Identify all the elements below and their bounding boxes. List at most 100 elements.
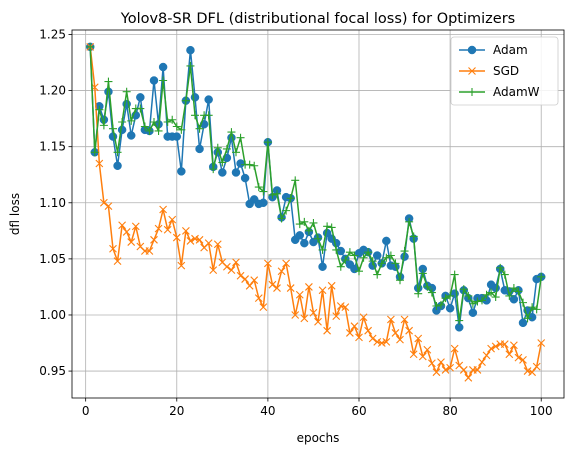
adamw-point (227, 128, 236, 137)
y-tick-label: 1.00 (39, 308, 66, 322)
sgd-point (373, 338, 382, 346)
sgd-point (95, 159, 104, 168)
plot-frame (71, 29, 565, 399)
adamw-point (482, 290, 491, 299)
sgd-point (163, 225, 172, 234)
adam-point (318, 262, 327, 271)
sgd-point (350, 322, 359, 331)
adamw-point (213, 143, 222, 152)
adamw-point (104, 77, 113, 86)
x-tick-label: 0 (82, 404, 90, 418)
adamw-point (159, 76, 168, 85)
adamw-point (204, 111, 213, 120)
adamw-point (295, 220, 304, 229)
x-tick-label: 40 (260, 404, 275, 418)
adam-point (117, 125, 127, 135)
adamw-point (487, 288, 496, 297)
adamw-line (89, 46, 542, 322)
sgd-point (209, 266, 218, 274)
sgd-point (223, 262, 231, 271)
legend-marker-adamw (468, 88, 476, 96)
x-tick-label: 20 (169, 404, 184, 418)
sgd-point (391, 329, 400, 337)
sgd-point (145, 247, 154, 255)
series-adam (85, 42, 546, 332)
legend-label-adam: Adam (493, 43, 528, 57)
adam-point (236, 159, 245, 168)
adamw-point (405, 217, 414, 226)
adamw-point (519, 298, 527, 307)
sgd-point (264, 259, 272, 268)
sgd-point (195, 235, 204, 244)
sgd-point (177, 261, 186, 270)
adamw-point (109, 124, 117, 133)
sgd-point (528, 368, 536, 377)
adamw-point (336, 262, 345, 271)
ticks: 0 20 40 60 80 100 0.95 1.00 1.05 1.10 1.15 1.20 1.25 (39, 27, 552, 418)
sgd-point (168, 215, 177, 224)
adamw-point (423, 282, 432, 291)
adamw-point (90, 148, 99, 157)
y-tick-label: 1.05 (39, 252, 66, 266)
adam-point (240, 173, 250, 183)
adam-point (295, 231, 305, 240)
y-axis-label: dfl loss (8, 193, 22, 235)
sgd-point (191, 234, 199, 243)
adamw-point (232, 148, 240, 157)
adam-point (158, 62, 168, 72)
adam-point (190, 93, 200, 102)
legend-box (450, 36, 559, 106)
series-sgd (86, 42, 546, 382)
sgd-point (150, 235, 158, 244)
adamw-point (427, 288, 436, 297)
sgd-point (245, 281, 254, 290)
adamw-point (396, 276, 404, 285)
sgd-point (409, 350, 418, 359)
adamw-point (418, 269, 427, 278)
adamw-point (113, 148, 122, 157)
sgd-point (418, 352, 427, 361)
adamw-point (496, 263, 505, 272)
x-tick-label: 100 (530, 404, 553, 418)
adamw-point (145, 126, 154, 135)
adamw-point (245, 160, 254, 169)
adamw-point (373, 270, 382, 279)
sgd-point (450, 344, 459, 353)
adamw-point (441, 294, 450, 303)
adamw-point (273, 189, 281, 198)
adamw-point (355, 267, 363, 276)
sgd-point (127, 238, 136, 246)
adamw-point (86, 42, 95, 51)
adamw-point (177, 125, 186, 134)
adam-point (136, 93, 145, 102)
adamw-point (291, 176, 300, 185)
sgd-point (359, 313, 368, 322)
adamw-point (446, 291, 455, 300)
adam-point (177, 167, 186, 176)
sgd-point (227, 266, 236, 274)
adamw-point (409, 232, 418, 241)
sgd-point (405, 326, 413, 335)
adamw-point (95, 105, 104, 114)
adamw-point (127, 116, 136, 125)
adamw-point (314, 234, 322, 243)
sgd-line (89, 46, 542, 379)
sgd-point (377, 339, 386, 347)
legend-marker-sgd (468, 67, 476, 75)
adamw-point (327, 223, 336, 232)
adamw-point (523, 314, 532, 323)
sgd-point (286, 284, 295, 292)
sgd-point (428, 359, 436, 368)
series-adamw (86, 42, 546, 325)
adamw-point (368, 257, 377, 266)
adam-point (149, 76, 159, 85)
adamw-point (377, 259, 386, 268)
adamw-point (191, 111, 199, 120)
adamw-point (528, 303, 537, 312)
adam-point (113, 161, 122, 171)
sgd-point (131, 222, 140, 231)
adamw-point (263, 138, 272, 147)
sgd-point (464, 373, 473, 382)
sgd-point (186, 237, 195, 245)
adamw-point (437, 300, 445, 309)
